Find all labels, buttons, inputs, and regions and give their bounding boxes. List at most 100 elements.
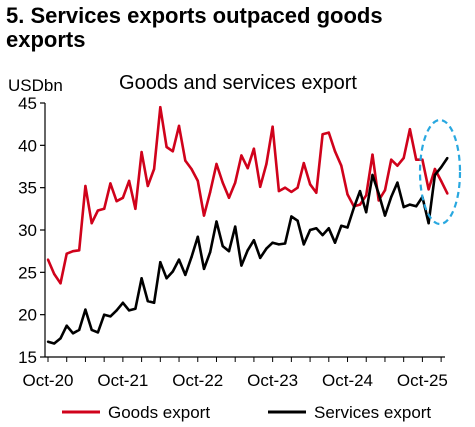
data-point — [446, 156, 449, 160]
data-point — [277, 189, 281, 193]
data-point — [71, 332, 75, 335]
data-point — [65, 252, 68, 255]
data-point — [377, 192, 380, 195]
data-point — [46, 258, 50, 261]
data-point — [134, 207, 137, 211]
data-point — [383, 189, 387, 192]
data-point — [202, 267, 206, 271]
data-point — [140, 150, 143, 154]
data-point — [221, 181, 224, 184]
data-point — [271, 125, 274, 128]
figure-heading: 5. Services exports outpaced goods expor… — [6, 3, 383, 52]
data-point — [346, 226, 349, 229]
data-point — [221, 244, 224, 248]
data-point — [146, 299, 150, 303]
data-point — [371, 153, 374, 156]
data-point — [427, 188, 430, 191]
y-tick-label: 45 — [18, 94, 37, 113]
data-point — [414, 205, 418, 208]
data-point — [59, 282, 62, 285]
data-point — [196, 235, 199, 238]
series-layer — [46, 105, 449, 345]
data-point — [90, 328, 93, 332]
x-tick-label: Oct-25 — [397, 371, 448, 390]
data-point — [296, 219, 299, 222]
data-point — [290, 190, 293, 194]
data-point — [84, 184, 87, 188]
data-point — [246, 249, 249, 252]
data-point — [134, 307, 137, 310]
data-point — [265, 247, 268, 250]
data-point — [65, 324, 68, 327]
data-point — [53, 272, 56, 276]
data-point — [78, 249, 81, 252]
x-tick-label: Oct-21 — [97, 371, 148, 390]
data-point — [165, 145, 168, 149]
data-point — [414, 158, 418, 161]
data-point — [340, 164, 343, 167]
data-point — [365, 194, 368, 197]
data-point — [390, 195, 393, 199]
data-point — [408, 203, 412, 206]
highlight-ellipse — [418, 118, 462, 226]
data-point — [371, 173, 374, 177]
legend-label: Services export — [314, 403, 431, 422]
data-point — [365, 211, 368, 214]
data-point — [171, 270, 174, 273]
data-point — [439, 179, 443, 183]
data-point — [439, 166, 443, 169]
data-point — [102, 313, 106, 316]
data-point — [402, 205, 405, 209]
data-point — [196, 179, 199, 183]
series-goods — [46, 105, 449, 285]
data-point — [396, 164, 399, 167]
x-tick-label: Oct-20 — [22, 371, 73, 390]
data-point — [265, 162, 268, 166]
data-point — [127, 179, 131, 183]
data-point — [171, 150, 174, 153]
data-point — [396, 181, 399, 184]
data-point — [84, 308, 87, 311]
data-point — [302, 161, 306, 165]
data-point — [290, 215, 293, 218]
data-point — [234, 225, 237, 228]
data-point — [184, 273, 187, 277]
series-line — [46, 105, 449, 285]
data-point — [140, 277, 143, 280]
data-point — [240, 264, 243, 267]
data-point — [308, 183, 312, 186]
data-point — [78, 328, 81, 332]
data-point — [109, 182, 112, 185]
data-point — [327, 227, 330, 230]
data-point — [202, 214, 206, 217]
y-tick-label: 20 — [18, 306, 37, 325]
data-point — [427, 222, 430, 225]
data-point — [308, 228, 312, 232]
data-point — [71, 249, 75, 253]
data-point — [271, 241, 274, 244]
data-point — [121, 196, 125, 200]
data-point — [283, 186, 287, 189]
data-point — [321, 233, 324, 237]
y-axis-unit-label: USDbn — [8, 76, 63, 95]
data-point — [346, 193, 349, 196]
data-point — [46, 340, 50, 343]
data-point — [227, 249, 231, 253]
y-axis: 15 20 25 30 35 40 45 — [18, 94, 46, 367]
data-point — [433, 173, 437, 177]
data-point — [302, 243, 306, 246]
data-point — [252, 147, 256, 150]
data-point — [159, 260, 162, 264]
data-point — [315, 191, 318, 194]
data-point — [209, 250, 212, 254]
data-point — [177, 124, 181, 128]
data-point — [358, 203, 362, 206]
data-point — [333, 150, 337, 153]
x-tick-label: Oct-24 — [322, 371, 373, 390]
data-point — [90, 222, 93, 225]
data-point — [252, 238, 256, 242]
data-point — [102, 207, 106, 211]
data-point — [352, 206, 355, 210]
